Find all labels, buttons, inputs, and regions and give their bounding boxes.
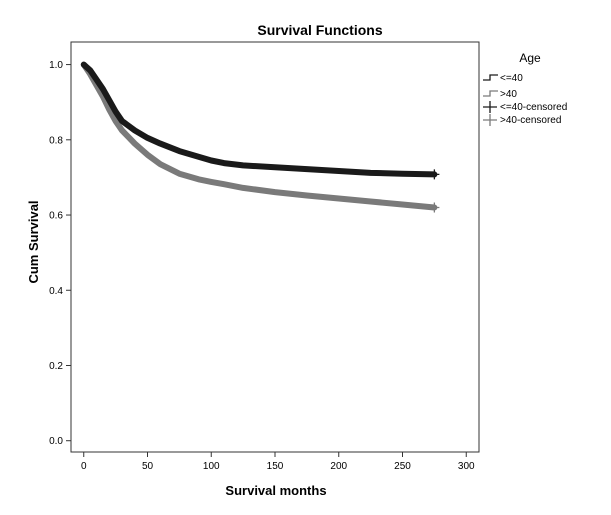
y-tick-label: 0.6 <box>49 211 63 222</box>
x-tick-label: 300 <box>458 461 475 472</box>
y-tick-label: 0.8 <box>49 135 63 146</box>
y-tick-label: 0.0 <box>49 436 63 447</box>
x-tick-label: 50 <box>142 461 154 472</box>
legend-item-gt40: >40 <box>483 89 517 100</box>
legend-label-le40: <=40 <box>500 73 523 84</box>
x-tick-label: 250 <box>394 461 411 472</box>
legend-title: Age <box>519 51 541 65</box>
series-end-marker-le40 <box>429 169 440 180</box>
legend-step-icon <box>483 74 498 81</box>
legend-cross-icon <box>483 114 497 126</box>
legend-item-le40: <=40 <box>483 73 523 84</box>
y-tick-label: 0.4 <box>49 286 63 297</box>
series-end-marker-gt40 <box>429 202 440 213</box>
series-layer <box>80 61 440 213</box>
y-axis-ticks: 0.0 0.2 0.4 0.6 0.8 1.0 <box>49 60 71 447</box>
y-tick-label: 0.2 <box>49 361 63 372</box>
legend: Age <=40 >40 <=40-censored >40-censored <box>483 51 567 126</box>
legend-label-gt40-censored: >40-censored <box>500 115 561 126</box>
legend-label-le40-censored: <=40-censored <box>500 102 567 113</box>
series-line-le40 <box>80 61 438 178</box>
legend-cross-icon <box>483 101 497 113</box>
legend-item-le40-censored: <=40-censored <box>483 101 567 113</box>
x-tick-label: 0 <box>81 461 87 472</box>
x-axis-ticks: 0 50 100 150 200 250 300 <box>81 452 475 472</box>
x-tick-label: 100 <box>203 461 220 472</box>
x-axis-label: Survival months <box>225 483 326 498</box>
legend-label-gt40: >40 <box>500 89 517 100</box>
y-axis-label: Cum Survival <box>26 200 41 283</box>
legend-step-icon <box>483 90 498 97</box>
x-tick-label: 150 <box>267 461 284 472</box>
x-tick-label: 200 <box>330 461 347 472</box>
legend-item-gt40-censored: >40-censored <box>483 114 561 126</box>
series-line-gt40 <box>80 61 438 211</box>
chart-title: Survival Functions <box>257 22 382 38</box>
y-tick-label: 1.0 <box>49 60 63 71</box>
